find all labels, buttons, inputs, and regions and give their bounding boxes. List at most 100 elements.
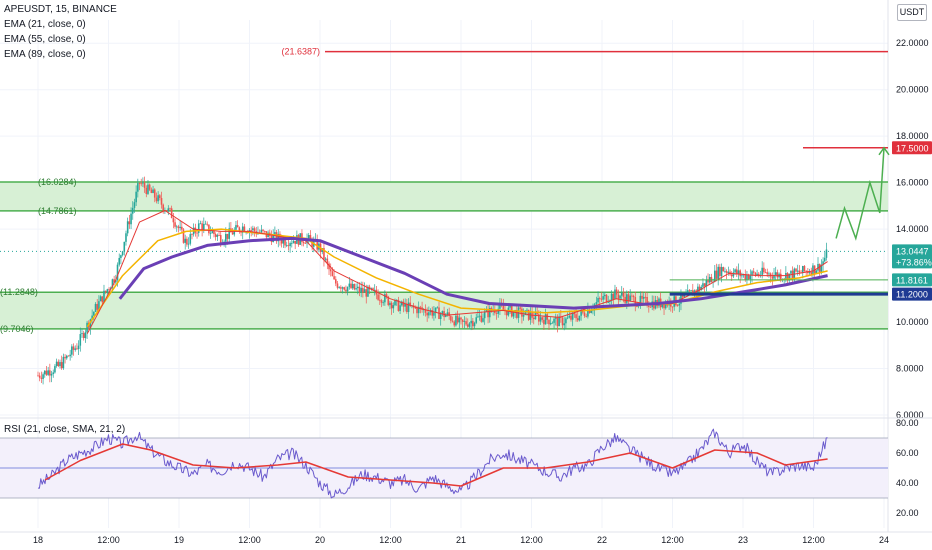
candle-body: [208, 224, 210, 234]
candle-body: [226, 233, 229, 239]
candle-body: [636, 306, 638, 307]
candle-body: [385, 294, 388, 297]
candle-body: [752, 271, 755, 273]
candle-body: [458, 317, 461, 323]
candle-body: [614, 289, 616, 300]
x-tick-label: 12:00: [97, 535, 120, 545]
candle-body: [77, 345, 80, 349]
candle-body: [431, 310, 434, 316]
candle-body: [189, 234, 192, 244]
candle-body: [419, 306, 422, 308]
candle-body: [167, 208, 170, 212]
candle-body: [551, 322, 554, 324]
candle-body: [390, 302, 393, 309]
candle-body: [60, 362, 63, 369]
candle-body: [558, 316, 560, 327]
candle-body: [197, 223, 200, 233]
candle-body: [356, 286, 359, 289]
candle-body: [91, 315, 93, 320]
candle-body: [59, 362, 61, 367]
x-tick-label: 12:00: [238, 535, 261, 545]
candle-body: [67, 355, 70, 357]
candle-body: [815, 270, 818, 274]
rsi-tick-label: 40.00: [896, 478, 919, 488]
candle-body: [732, 272, 735, 277]
candle-body: [724, 271, 726, 272]
candle-body: [700, 286, 703, 291]
candle-body: [639, 295, 642, 305]
candle-body: [764, 272, 767, 274]
candle-body: [487, 309, 489, 318]
price-tag-label: 11.8161: [896, 275, 928, 285]
candle-body: [104, 290, 107, 292]
candle-body: [648, 305, 650, 307]
candle-body: [263, 230, 266, 232]
candle-body: [786, 273, 789, 281]
candle-body: [495, 313, 498, 314]
candle-body: [382, 302, 384, 304]
candle-body: [570, 315, 572, 320]
rsi-line: [37, 428, 828, 499]
candle-body: [115, 280, 117, 283]
candle-body: [822, 261, 824, 265]
candle-body: [448, 312, 450, 317]
candle-body: [688, 290, 691, 292]
candle-body: [142, 182, 144, 184]
candle-body: [372, 288, 374, 290]
candle-body: [488, 307, 491, 318]
candle-body: [747, 274, 750, 280]
candle-body: [40, 377, 43, 379]
candle-body: [99, 296, 102, 302]
candle-body: [619, 295, 621, 299]
rsi-legend[interactable]: RSI (21, close, SMA, 21, 2): [4, 424, 126, 435]
candle-body: [86, 322, 88, 333]
candle-body: [42, 374, 44, 379]
candle-body: [341, 287, 344, 289]
candle-body: [446, 312, 449, 315]
y-tick-label: 10.0000: [896, 317, 929, 327]
candle-body: [333, 276, 335, 280]
candle-body: [793, 268, 796, 279]
candle-body: [576, 318, 579, 321]
projection-arrow: [835, 147, 885, 241]
candle-body: [735, 269, 738, 275]
candle-body: [360, 287, 362, 293]
candle-body: [211, 231, 214, 234]
candle-body: [38, 375, 41, 378]
candle-body: [147, 184, 149, 194]
candle-body: [548, 319, 550, 325]
candle-body: [649, 306, 652, 308]
candle-body: [240, 231, 242, 233]
candle-body: [143, 182, 146, 188]
candle-body: [818, 263, 821, 272]
candle-body: [825, 249, 828, 258]
candle-body: [627, 294, 630, 302]
candle-body: [629, 295, 631, 302]
candle-body: [526, 309, 528, 311]
candle-body: [279, 233, 281, 241]
symbol-label[interactable]: APEUSDT, 15, BINANCE: [4, 4, 117, 15]
candle-body: [54, 366, 56, 373]
candle-body: [573, 313, 576, 315]
candle-body: [106, 289, 109, 292]
ema55-legend[interactable]: EMA (55, close, 0): [4, 34, 86, 45]
candle-body: [336, 283, 339, 288]
candle-body: [353, 283, 356, 290]
price-tag-change: +73.86%: [896, 257, 932, 267]
x-tick-label: 12:00: [802, 535, 825, 545]
x-tick-label: 20: [315, 535, 325, 545]
level-label: (21.6387): [281, 47, 320, 57]
candle-body: [703, 283, 706, 287]
candle-body: [702, 283, 704, 287]
ema89-legend[interactable]: EMA (89, close, 0): [4, 49, 86, 60]
price-tag-label: 13.0447: [896, 246, 929, 256]
candle-body: [343, 287, 346, 290]
currency-button[interactable]: USDT: [897, 4, 927, 21]
y-tick-label: 6.0000: [896, 410, 924, 420]
candle-body: [805, 270, 807, 272]
candle-body: [595, 302, 598, 305]
candle-body: [162, 204, 165, 211]
candle-body: [96, 303, 99, 310]
ema21-legend[interactable]: EMA (21, close, 0): [4, 19, 86, 30]
